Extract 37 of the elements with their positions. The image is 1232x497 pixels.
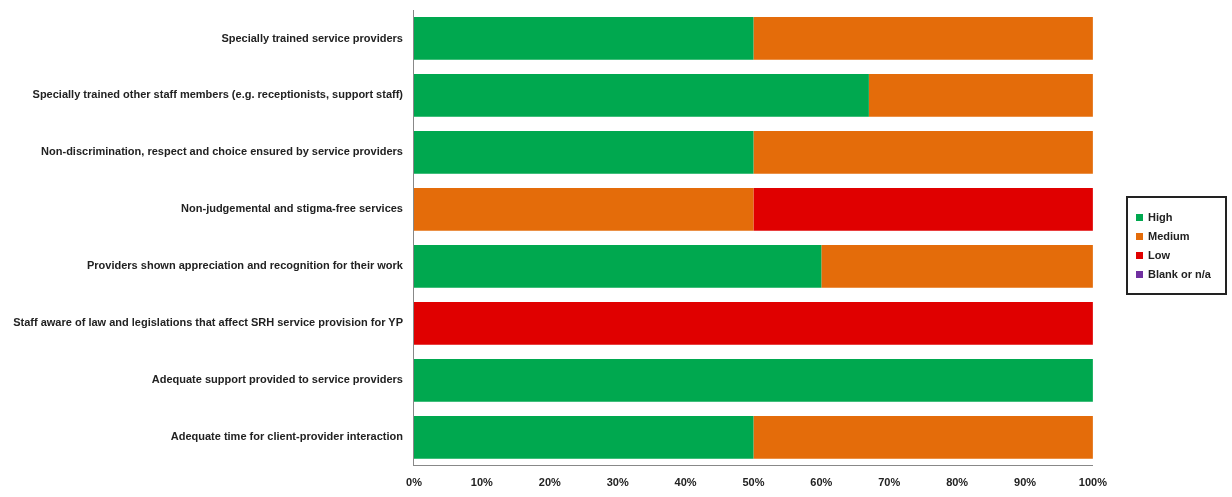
- bar: [753, 131, 1093, 174]
- y-tick-label: Non-discrimination, respect and choice ensured by service providers: [41, 145, 403, 158]
- bar: [413, 188, 754, 231]
- bar: [413, 131, 754, 174]
- y-tick-label: Adequate time for client-provider interaction: [170, 430, 404, 443]
- bar: [753, 17, 1093, 60]
- legend-label: Low: [1148, 249, 1170, 261]
- bar: [413, 302, 1093, 345]
- y-tick-label: Specially trained service providers: [221, 31, 403, 44]
- y-tick-label: Providers shown appreciation and recognition for their work: [86, 259, 404, 272]
- bar: [413, 358, 1093, 402]
- y-tick-label: Adequate support provided to service providers: [151, 373, 403, 386]
- legend-label: Medium: [1148, 230, 1190, 242]
- bar: [413, 245, 822, 288]
- x-tick-label: 90%: [1014, 476, 1037, 489]
- x-tick-label: 10%: [470, 476, 494, 489]
- bar: [753, 188, 1093, 231]
- bar: [413, 74, 869, 117]
- bar: [413, 415, 754, 459]
- x-tick-label: 80%: [946, 476, 969, 489]
- bar: [821, 245, 1093, 288]
- y-tick-label: Specially trained other staff members (e.g. receptionists, support staff): [32, 88, 404, 101]
- legend-label: High: [1148, 211, 1173, 223]
- x-tick-label: 40%: [674, 476, 697, 489]
- x-tick-label: 20%: [538, 476, 561, 489]
- legend-label: Blank or n/a: [1148, 268, 1211, 280]
- x-tick-label: 0%: [406, 476, 423, 489]
- bar: [413, 17, 754, 60]
- x-tick-label: 30%: [606, 476, 629, 489]
- y-tick-label: Staff aware of law and legislations that affect SRH service provision for YP: [13, 316, 403, 329]
- bar: [868, 74, 1093, 117]
- x-tick-label: 100%: [1078, 476, 1108, 489]
- bar: [753, 415, 1093, 459]
- x-tick-label: 60%: [810, 476, 833, 489]
- y-tick-label: Non-judgemental and stigma-free services: [181, 202, 403, 215]
- x-tick-label: 50%: [742, 476, 765, 489]
- x-tick-label: 70%: [878, 476, 901, 489]
